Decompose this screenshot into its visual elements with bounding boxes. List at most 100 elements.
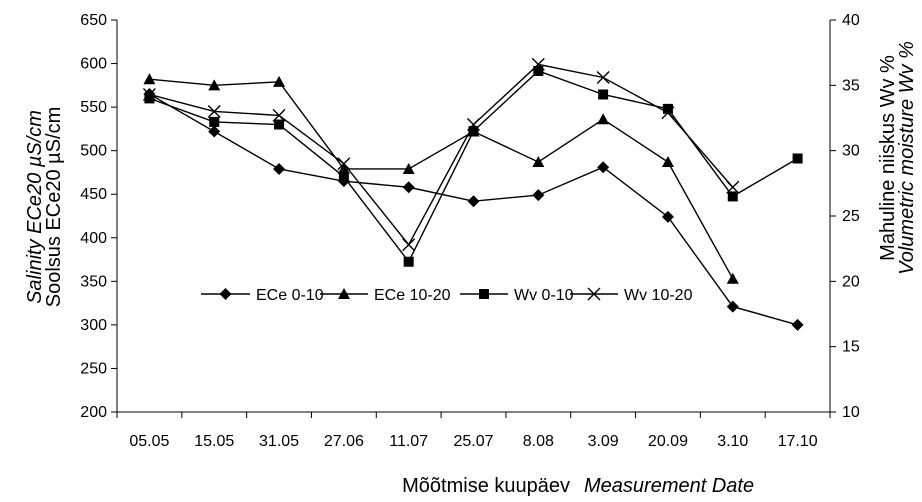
y-left-tick-label: 300 bbox=[80, 317, 107, 334]
data-point-ece-0-10 bbox=[661, 210, 674, 223]
data-point-wv-10-20 bbox=[402, 238, 416, 252]
legend-item-ece-10-20: ECe 10-20 bbox=[320, 287, 451, 304]
series-wv-10-20 bbox=[142, 57, 740, 252]
y-axis-left-title-estonian: Soolsus ECe20 µS/cm bbox=[43, 107, 65, 308]
x-marker-stroke bbox=[596, 70, 610, 84]
legend-item-wv-10-20: Wv 10-20 bbox=[570, 287, 693, 304]
data-point-wv-10-20 bbox=[531, 57, 545, 71]
data-point-ece-10-20 bbox=[402, 162, 415, 174]
data-point-wv-0-10 bbox=[468, 126, 479, 137]
x-marker-stroke bbox=[531, 57, 545, 71]
data-point-ece-0-10 bbox=[532, 189, 545, 202]
x-marker-stroke bbox=[337, 157, 351, 171]
data-point-wv-0-10 bbox=[144, 93, 155, 104]
data-point-wv-0-10 bbox=[209, 116, 220, 127]
series-ece-10-20 bbox=[143, 73, 739, 284]
data-point-ece-10-20 bbox=[273, 75, 286, 87]
x-tick-label: 3.09 bbox=[588, 433, 619, 450]
data-point-wv-10-20 bbox=[272, 108, 286, 122]
x-marker-stroke bbox=[207, 104, 221, 118]
y-left-tick-label: 350 bbox=[80, 273, 107, 290]
data-point-ece-0-10 bbox=[597, 161, 610, 174]
data-point-ece-0-10 bbox=[726, 300, 739, 313]
data-point-wv-10-20 bbox=[661, 106, 675, 120]
x-tick-label: 15.05 bbox=[194, 433, 234, 450]
y-left-tick-label: 550 bbox=[80, 99, 107, 116]
x-tick-label: 3.10 bbox=[717, 433, 748, 450]
x-marker-stroke bbox=[402, 238, 416, 252]
data-point-wv-10-20 bbox=[337, 157, 351, 171]
data-point-ece-10-20 bbox=[337, 162, 350, 174]
data-point-ece-0-10 bbox=[467, 195, 480, 208]
data-point-wv-10-20 bbox=[142, 87, 156, 101]
y-right-tick-label: 10 bbox=[842, 404, 860, 421]
legend: ECe 0-10 ECe 10-20 Wv 0-10 Wv 10-20 bbox=[201, 287, 693, 304]
y-right-tick-label: 35 bbox=[842, 77, 860, 94]
series-layer bbox=[142, 57, 804, 331]
data-point-wv-0-10 bbox=[338, 171, 349, 182]
y-right-tick-label: 40 bbox=[842, 12, 860, 29]
legend-label-wv-0-10: Wv 0-10 bbox=[514, 287, 574, 304]
series-wv-0-10 bbox=[144, 65, 803, 267]
x-tick-label: 17.10 bbox=[778, 433, 818, 450]
x-marker-stroke bbox=[272, 108, 286, 122]
y-axis-right-title-english: Volumetric moisture Wv % bbox=[896, 41, 918, 275]
data-point-ece-0-10 bbox=[273, 162, 286, 175]
x-tick-label: 8.08 bbox=[523, 433, 554, 450]
data-point-wv-10-20 bbox=[726, 180, 740, 194]
x-tick-label: 31.05 bbox=[259, 433, 299, 450]
data-point-wv-0-10 bbox=[792, 153, 803, 164]
y-right-tick-label: 15 bbox=[842, 339, 860, 356]
x-marker-stroke bbox=[587, 287, 601, 301]
data-point-ece-0-10 bbox=[402, 181, 415, 194]
y-right-tick-label: 30 bbox=[842, 143, 860, 160]
y-right-tick-label: 20 bbox=[842, 273, 860, 290]
data-point-ece-10-20 bbox=[726, 272, 739, 284]
x-tick-label: 27.06 bbox=[324, 433, 364, 450]
data-point-wv-10-20 bbox=[207, 104, 221, 118]
y-left-tick-label: 650 bbox=[80, 12, 107, 29]
legend-marker-wv-0-10 bbox=[479, 289, 489, 299]
axes: 200 250 300 350 400 450 500 550 600 650 10 15 20 25 30… bbox=[80, 12, 860, 450]
data-point-ece-10-20 bbox=[143, 73, 156, 85]
data-point-ece-10-20 bbox=[532, 155, 545, 167]
x-marker-stroke bbox=[467, 118, 480, 132]
data-point-wv-0-10 bbox=[533, 65, 544, 76]
legend-label-ece-10-20: ECe 10-20 bbox=[374, 287, 451, 304]
x-marker-stroke bbox=[726, 180, 740, 194]
x-marker-stroke bbox=[661, 106, 675, 120]
legend-marker-ece-10-20 bbox=[338, 288, 350, 299]
y-left-tick-label: 600 bbox=[80, 56, 107, 73]
y-left-tick-label: 200 bbox=[80, 404, 107, 421]
x-tick-label: 20.09 bbox=[648, 433, 688, 450]
legend-item-ece-0-10: ECe 0-10 bbox=[201, 287, 324, 304]
series-line-wv-0-10 bbox=[149, 70, 798, 264]
legend-item-wv-0-10: Wv 0-10 bbox=[460, 287, 574, 304]
data-point-ece-0-10 bbox=[208, 125, 221, 138]
data-point-wv-10-20 bbox=[596, 70, 610, 84]
data-point-wv-0-10 bbox=[598, 89, 609, 100]
data-point-wv-10-20 bbox=[467, 118, 480, 132]
y-axis-left-title-english: Salinity ECe20 µS/cm bbox=[24, 110, 46, 304]
data-point-ece-10-20 bbox=[597, 113, 610, 125]
legend-marker-wv-10-20 bbox=[587, 287, 601, 301]
x-marker-stroke bbox=[142, 87, 156, 101]
data-point-wv-0-10 bbox=[662, 103, 673, 114]
x-axis-title-english: Measurement Date bbox=[584, 475, 754, 497]
x-tick-label: 25.07 bbox=[453, 433, 493, 450]
series-line-wv-10-20 bbox=[149, 63, 734, 247]
data-point-wv-0-10 bbox=[727, 191, 738, 202]
y-right-tick-label: 25 bbox=[842, 208, 860, 225]
x-tick-label: 05.05 bbox=[129, 433, 169, 450]
legend-label-ece-0-10: ECe 0-10 bbox=[256, 287, 324, 304]
series-line-ece-10-20 bbox=[149, 78, 734, 280]
data-point-wv-0-10 bbox=[403, 256, 414, 267]
y-left-tick-label: 400 bbox=[80, 230, 107, 247]
data-point-ece-10-20 bbox=[661, 155, 674, 167]
x-axis-title-estonian: Mõõtmise kuupäev bbox=[402, 475, 570, 497]
data-point-ece-10-20 bbox=[208, 79, 221, 91]
y-axis-right-title-estonian: Mahuline niiskus Wv % bbox=[877, 55, 899, 261]
data-point-ece-0-10 bbox=[791, 318, 804, 331]
